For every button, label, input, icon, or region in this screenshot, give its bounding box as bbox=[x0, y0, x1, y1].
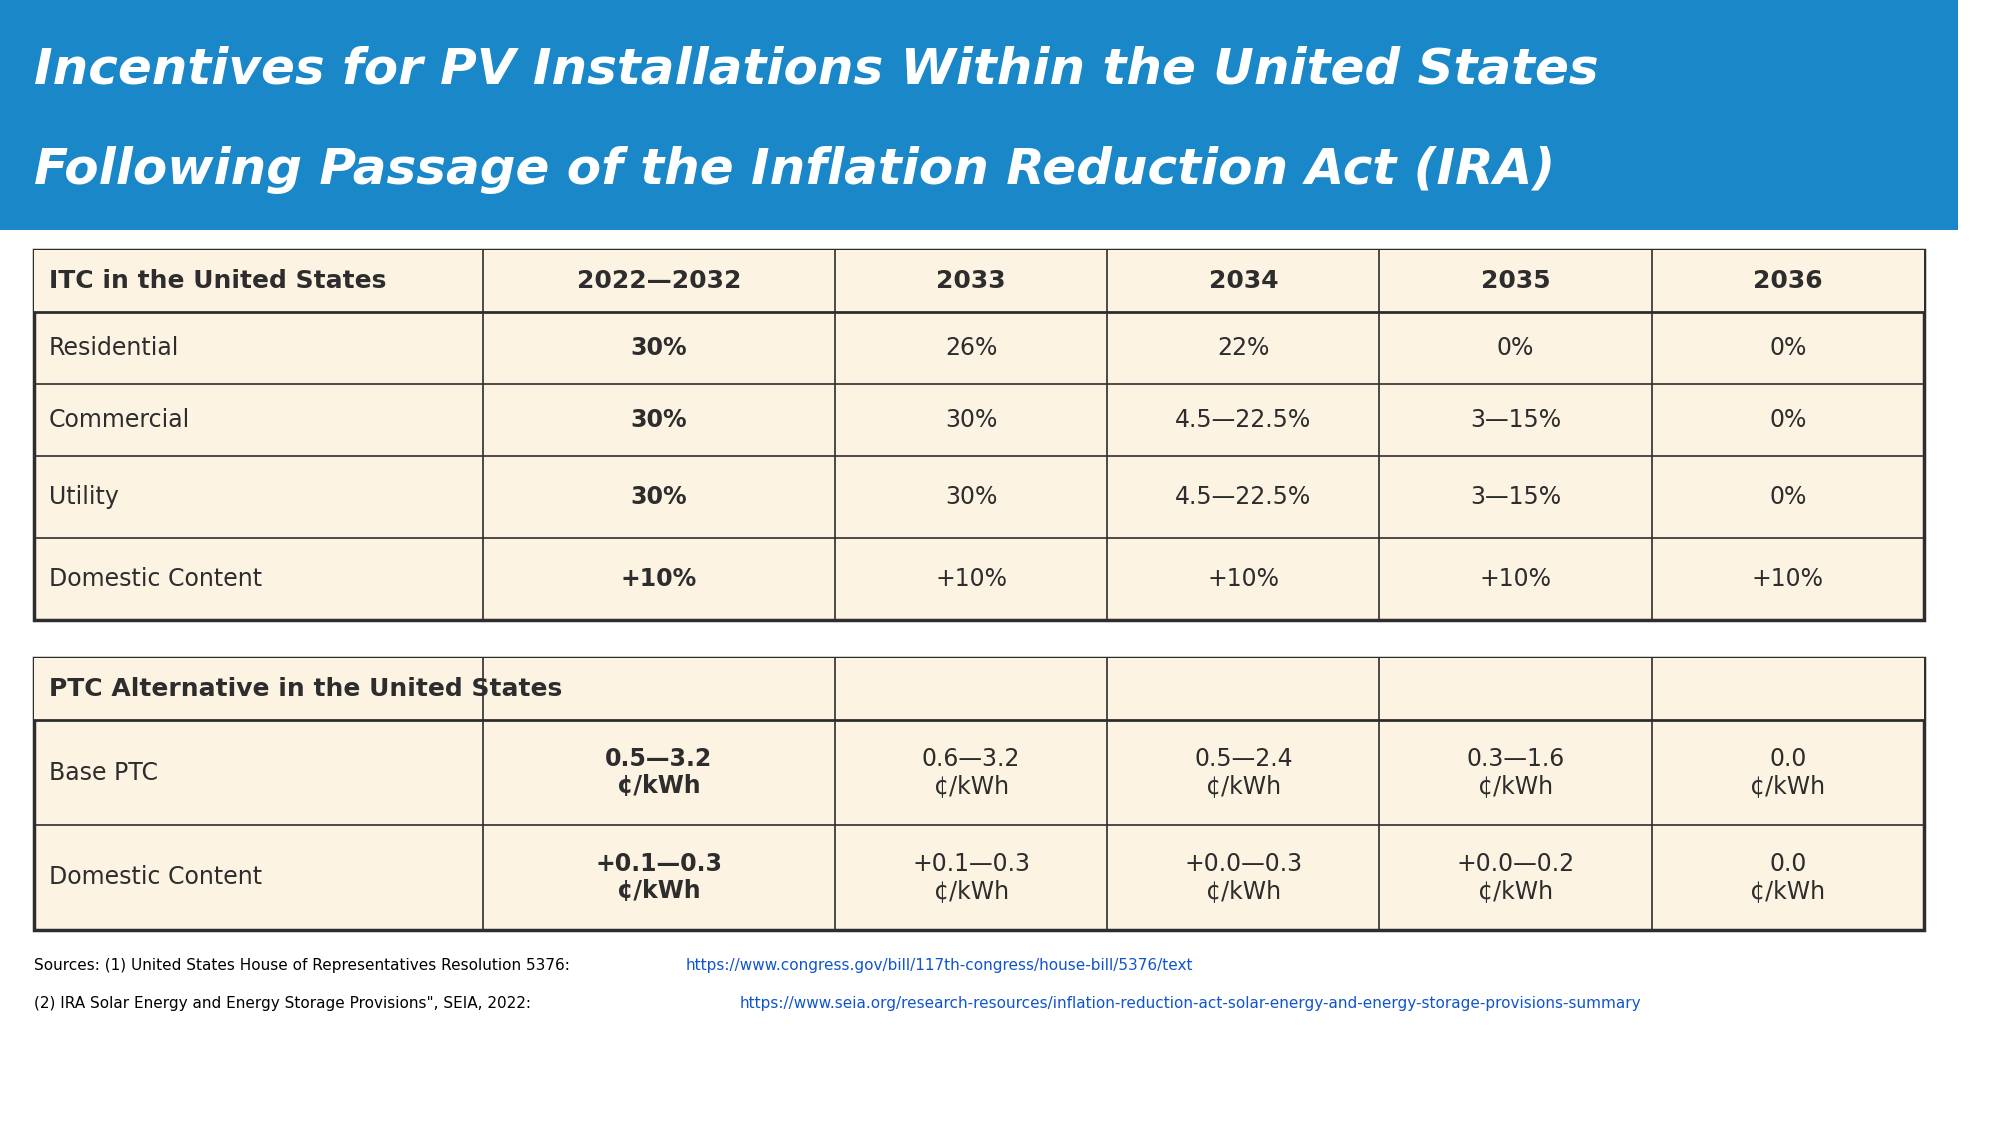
Text: +0.0—0.3
¢/kWh: +0.0—0.3 ¢/kWh bbox=[1184, 852, 1302, 903]
Text: Utility: Utility bbox=[48, 485, 118, 508]
Text: Residential: Residential bbox=[48, 336, 180, 360]
Text: https://www.congress.gov/bill/117th-congress/house-bill/5376/text: https://www.congress.gov/bill/117th-cong… bbox=[686, 958, 1192, 973]
Text: 0.0
¢/kWh: 0.0 ¢/kWh bbox=[1750, 852, 1826, 903]
Text: 30%: 30% bbox=[630, 485, 688, 508]
Text: 26%: 26% bbox=[944, 336, 998, 360]
Text: 0%: 0% bbox=[1496, 336, 1534, 360]
Text: +0.0—0.2
¢/kWh: +0.0—0.2 ¢/kWh bbox=[1456, 852, 1574, 903]
Text: 2034: 2034 bbox=[1208, 269, 1278, 292]
Text: Base PTC: Base PTC bbox=[48, 760, 158, 784]
Text: 22%: 22% bbox=[1218, 336, 1270, 360]
Text: 2036: 2036 bbox=[1754, 269, 1822, 292]
Bar bbox=[34, 250, 1924, 620]
Text: (2) IRA Solar Energy and Energy Storage Provisions", SEIA, 2022:: (2) IRA Solar Energy and Energy Storage … bbox=[34, 996, 536, 1011]
Text: 3—15%: 3—15% bbox=[1470, 485, 1562, 508]
Text: 0%: 0% bbox=[1770, 485, 1806, 508]
Text: 4.5—22.5%: 4.5—22.5% bbox=[1176, 485, 1312, 508]
Text: +10%: +10% bbox=[1208, 567, 1280, 591]
Text: +10%: +10% bbox=[620, 567, 696, 591]
Text: 30%: 30% bbox=[630, 336, 688, 360]
Bar bbox=[34, 250, 1924, 312]
FancyBboxPatch shape bbox=[0, 0, 1958, 229]
Text: 2033: 2033 bbox=[936, 269, 1006, 292]
Text: Incentives for PV Installations Within the United States: Incentives for PV Installations Within t… bbox=[34, 46, 1598, 94]
Text: 0.5—3.2
¢/kWh: 0.5—3.2 ¢/kWh bbox=[606, 747, 712, 799]
Text: Domestic Content: Domestic Content bbox=[48, 865, 262, 890]
Text: +0.1—0.3
¢/kWh: +0.1—0.3 ¢/kWh bbox=[596, 852, 722, 903]
Text: PTC Alternative in the United States: PTC Alternative in the United States bbox=[48, 677, 562, 701]
Text: 0.6—3.2
¢/kWh: 0.6—3.2 ¢/kWh bbox=[922, 747, 1020, 799]
Text: Domestic Content: Domestic Content bbox=[48, 567, 262, 591]
Text: Following Passage of the Inflation Reduction Act (IRA): Following Passage of the Inflation Reduc… bbox=[34, 146, 1556, 193]
Text: +10%: +10% bbox=[936, 567, 1008, 591]
Text: 2035: 2035 bbox=[1480, 269, 1550, 292]
Text: 30%: 30% bbox=[630, 408, 688, 432]
Text: +10%: +10% bbox=[1752, 567, 1824, 591]
Text: 30%: 30% bbox=[944, 485, 998, 508]
Text: Commercial: Commercial bbox=[48, 408, 190, 432]
Text: https://www.seia.org/research-resources/inflation-reduction-act-solar-energy-and: https://www.seia.org/research-resources/… bbox=[740, 996, 1640, 1011]
Text: 0.3—1.6
¢/kWh: 0.3—1.6 ¢/kWh bbox=[1466, 747, 1564, 799]
Text: 3—15%: 3—15% bbox=[1470, 408, 1562, 432]
Text: +0.1—0.3
¢/kWh: +0.1—0.3 ¢/kWh bbox=[912, 852, 1030, 903]
Text: +10%: +10% bbox=[1480, 567, 1552, 591]
Bar bbox=[34, 658, 1924, 930]
Text: 30%: 30% bbox=[944, 408, 998, 432]
Text: 2022—2032: 2022—2032 bbox=[576, 269, 742, 292]
Text: Sources: (1) United States House of Representatives Resolution 5376:: Sources: (1) United States House of Repr… bbox=[34, 958, 576, 973]
Text: ITC in the United States: ITC in the United States bbox=[48, 269, 386, 292]
Text: 0%: 0% bbox=[1770, 336, 1806, 360]
Text: 0.5—2.4
¢/kWh: 0.5—2.4 ¢/kWh bbox=[1194, 747, 1292, 799]
Text: 0%: 0% bbox=[1770, 408, 1806, 432]
Bar bbox=[34, 658, 1924, 720]
Text: 4.5—22.5%: 4.5—22.5% bbox=[1176, 408, 1312, 432]
Text: 0.0
¢/kWh: 0.0 ¢/kWh bbox=[1750, 747, 1826, 799]
